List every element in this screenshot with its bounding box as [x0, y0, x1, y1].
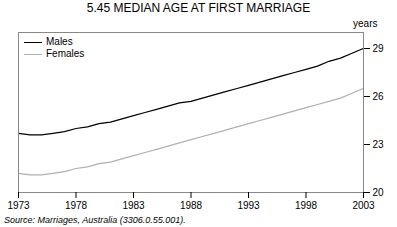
- svg-text:29: 29: [373, 43, 385, 54]
- html-text:Females: Females: [46, 48, 85, 59]
- svg-text:1973: 1973: [7, 200, 30, 211]
- svg-text:1993: 1993: [237, 200, 260, 211]
- svg-text:26: 26: [373, 91, 385, 102]
- svg-text:years: years: [353, 18, 377, 29]
- svg-text:1983: 1983: [122, 200, 145, 211]
- html-text:5.45 MEDIAN AGE AT FIRST MARRI: 5.45 MEDIAN AGE AT FIRST MARRIAGE: [86, 1, 311, 15]
- svg-text:2003: 2003: [352, 200, 375, 211]
- svg-text:1988: 1988: [180, 200, 203, 211]
- svg-text:1998: 1998: [295, 200, 318, 211]
- svg-text:20: 20: [373, 187, 385, 198]
- svg-text:23: 23: [373, 139, 385, 150]
- html-text:Males: Males: [46, 36, 73, 47]
- svg-text:1978: 1978: [65, 200, 88, 211]
- html-text:Source: Marriages, Australia (: Source: Marriages, Australia (3306.0.55.…: [4, 215, 186, 225]
